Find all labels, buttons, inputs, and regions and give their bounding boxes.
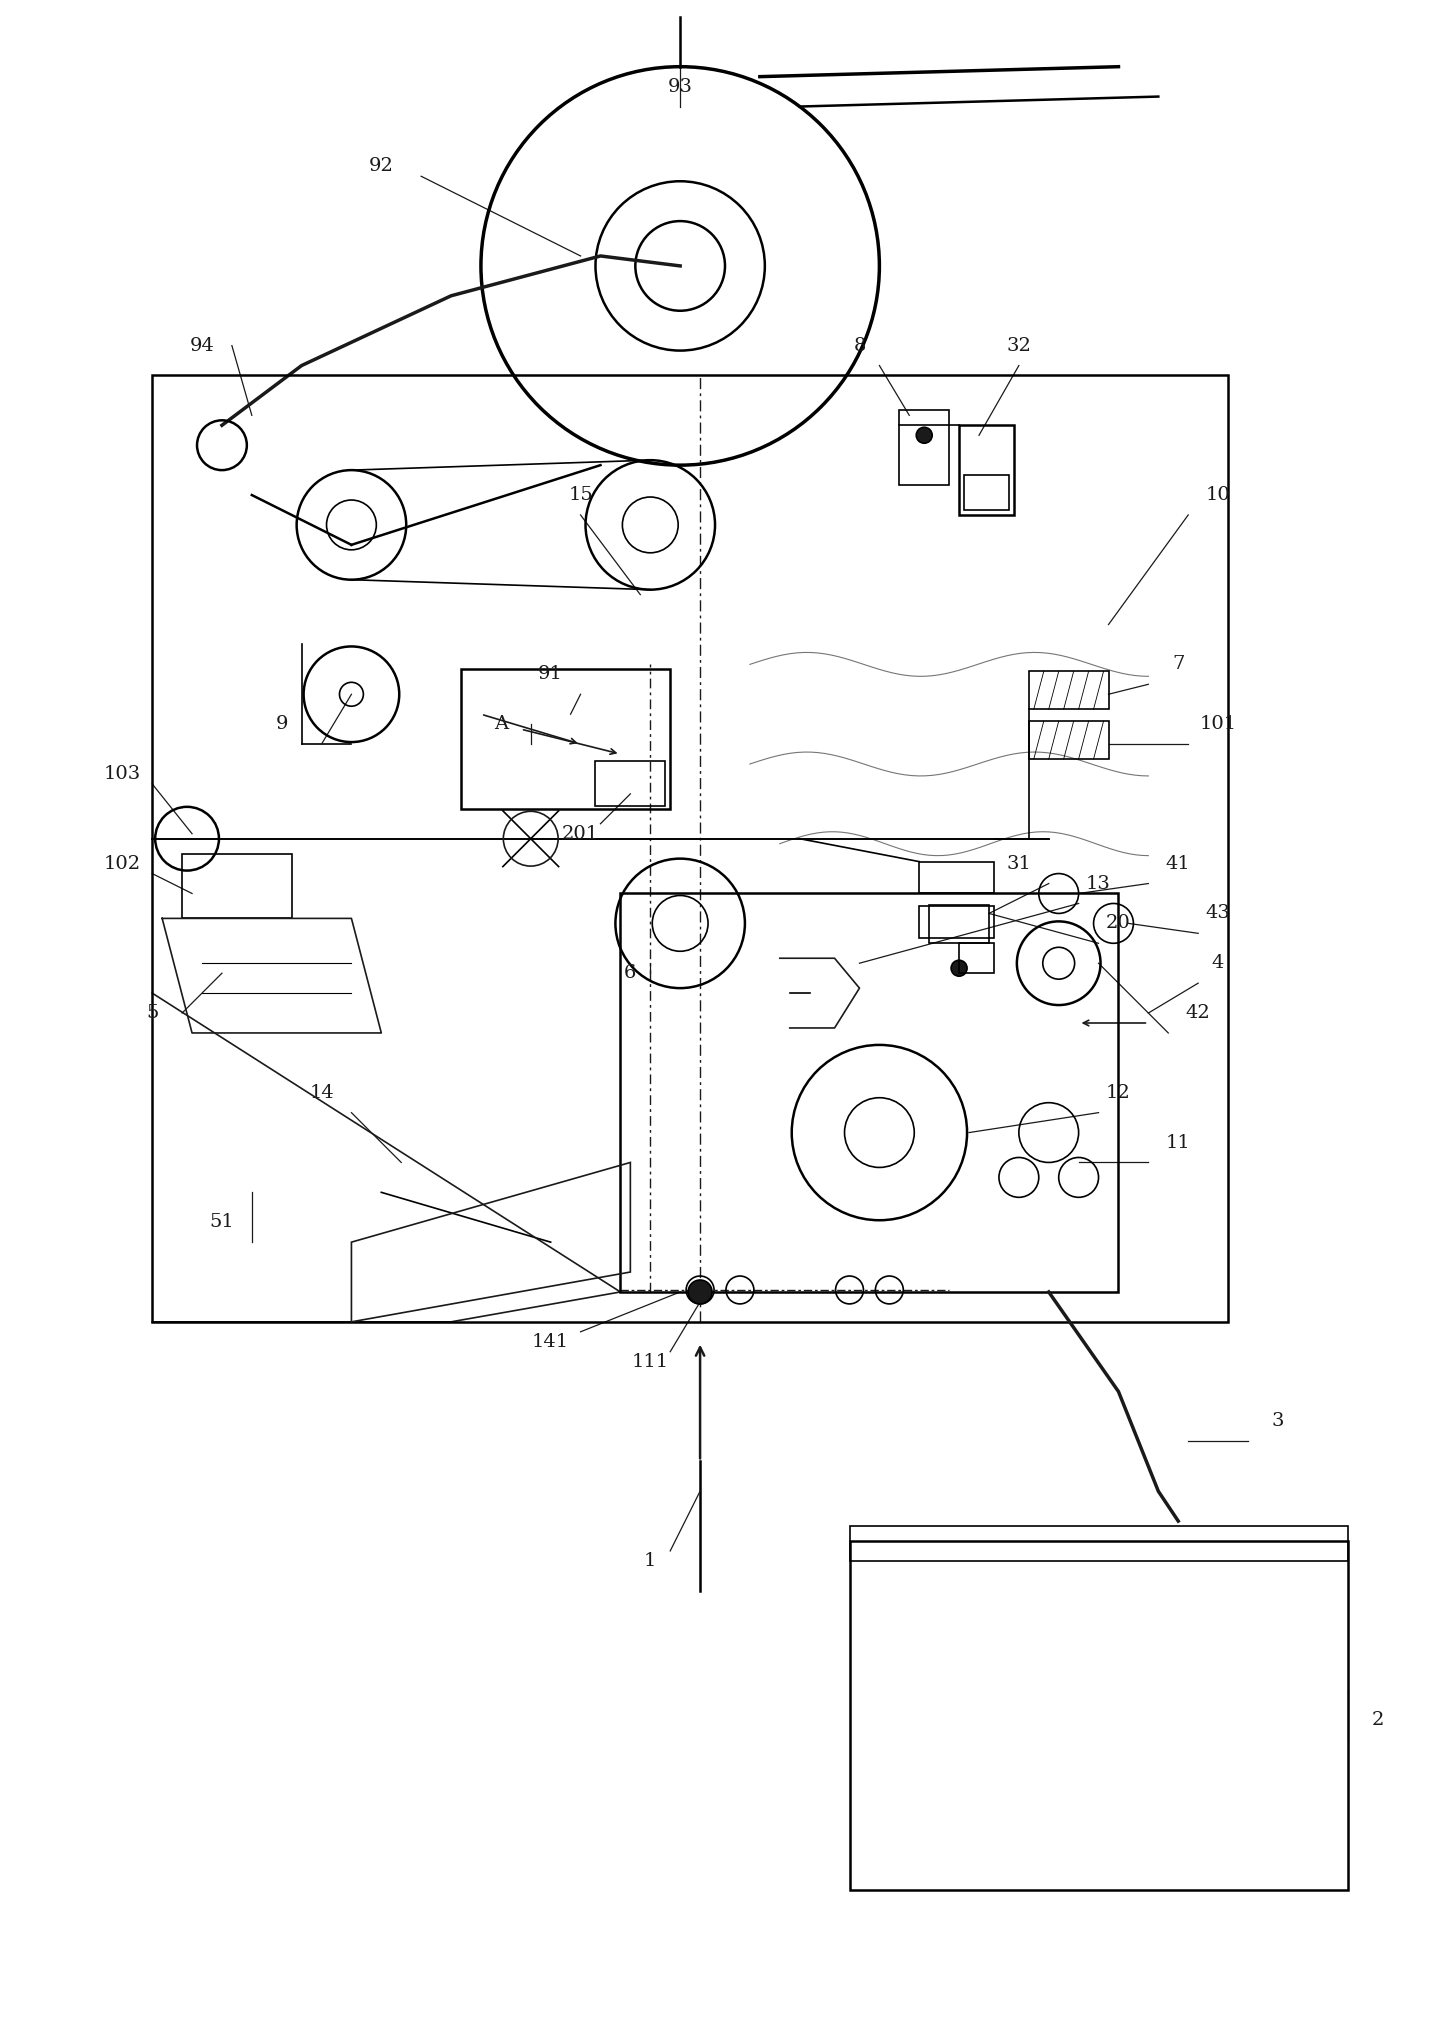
Text: A: A	[494, 715, 509, 733]
Bar	[899, 411, 949, 484]
Text: 103: 103	[104, 764, 142, 782]
Text: 11: 11	[1166, 1134, 1191, 1152]
Text: 42: 42	[1186, 1003, 1211, 1022]
Text: 1: 1	[644, 1553, 656, 1569]
Text: 8: 8	[854, 337, 866, 355]
Text: 92: 92	[368, 157, 393, 176]
Text: 7: 7	[1172, 656, 1185, 674]
Text: 14: 14	[309, 1083, 334, 1101]
Text: 31: 31	[1006, 854, 1032, 872]
Bar	[1029, 721, 1108, 760]
Text: 32: 32	[1006, 337, 1032, 355]
Circle shape	[916, 427, 932, 443]
Bar	[461, 670, 670, 809]
Text: 91: 91	[538, 666, 564, 682]
Bar	[620, 893, 1118, 1291]
Text: 2: 2	[1371, 1712, 1384, 1728]
Bar	[959, 944, 994, 972]
Text: 5: 5	[146, 1003, 159, 1022]
Bar	[595, 760, 665, 805]
Bar	[850, 1540, 1348, 1890]
Text: 93: 93	[668, 78, 692, 96]
Bar	[929, 905, 988, 944]
Text: 51: 51	[210, 1214, 234, 1232]
Bar	[959, 425, 1014, 515]
Circle shape	[688, 1281, 712, 1303]
Text: 101: 101	[1199, 715, 1237, 733]
Text: 141: 141	[532, 1332, 569, 1350]
Text: 111: 111	[631, 1352, 669, 1371]
Bar	[182, 854, 292, 919]
Text: 9: 9	[276, 715, 288, 733]
Text: 102: 102	[104, 854, 140, 872]
Circle shape	[951, 960, 967, 977]
Text: 43: 43	[1205, 905, 1231, 923]
Text: 10: 10	[1205, 486, 1231, 505]
Bar	[152, 376, 1228, 1322]
Text: 41: 41	[1166, 854, 1191, 872]
Text: 6: 6	[624, 964, 637, 983]
Bar	[919, 907, 994, 938]
Bar	[964, 476, 1009, 511]
Text: 94: 94	[189, 337, 214, 355]
Bar	[850, 1526, 1348, 1561]
Text: 20: 20	[1105, 915, 1131, 932]
Bar	[1029, 672, 1108, 709]
Text: 12: 12	[1105, 1083, 1131, 1101]
Text: 4: 4	[1212, 954, 1224, 972]
Bar	[919, 862, 994, 893]
Text: 13: 13	[1087, 874, 1111, 893]
Text: 15: 15	[568, 486, 592, 505]
Text: 3: 3	[1272, 1412, 1285, 1430]
Text: 201: 201	[562, 825, 600, 842]
